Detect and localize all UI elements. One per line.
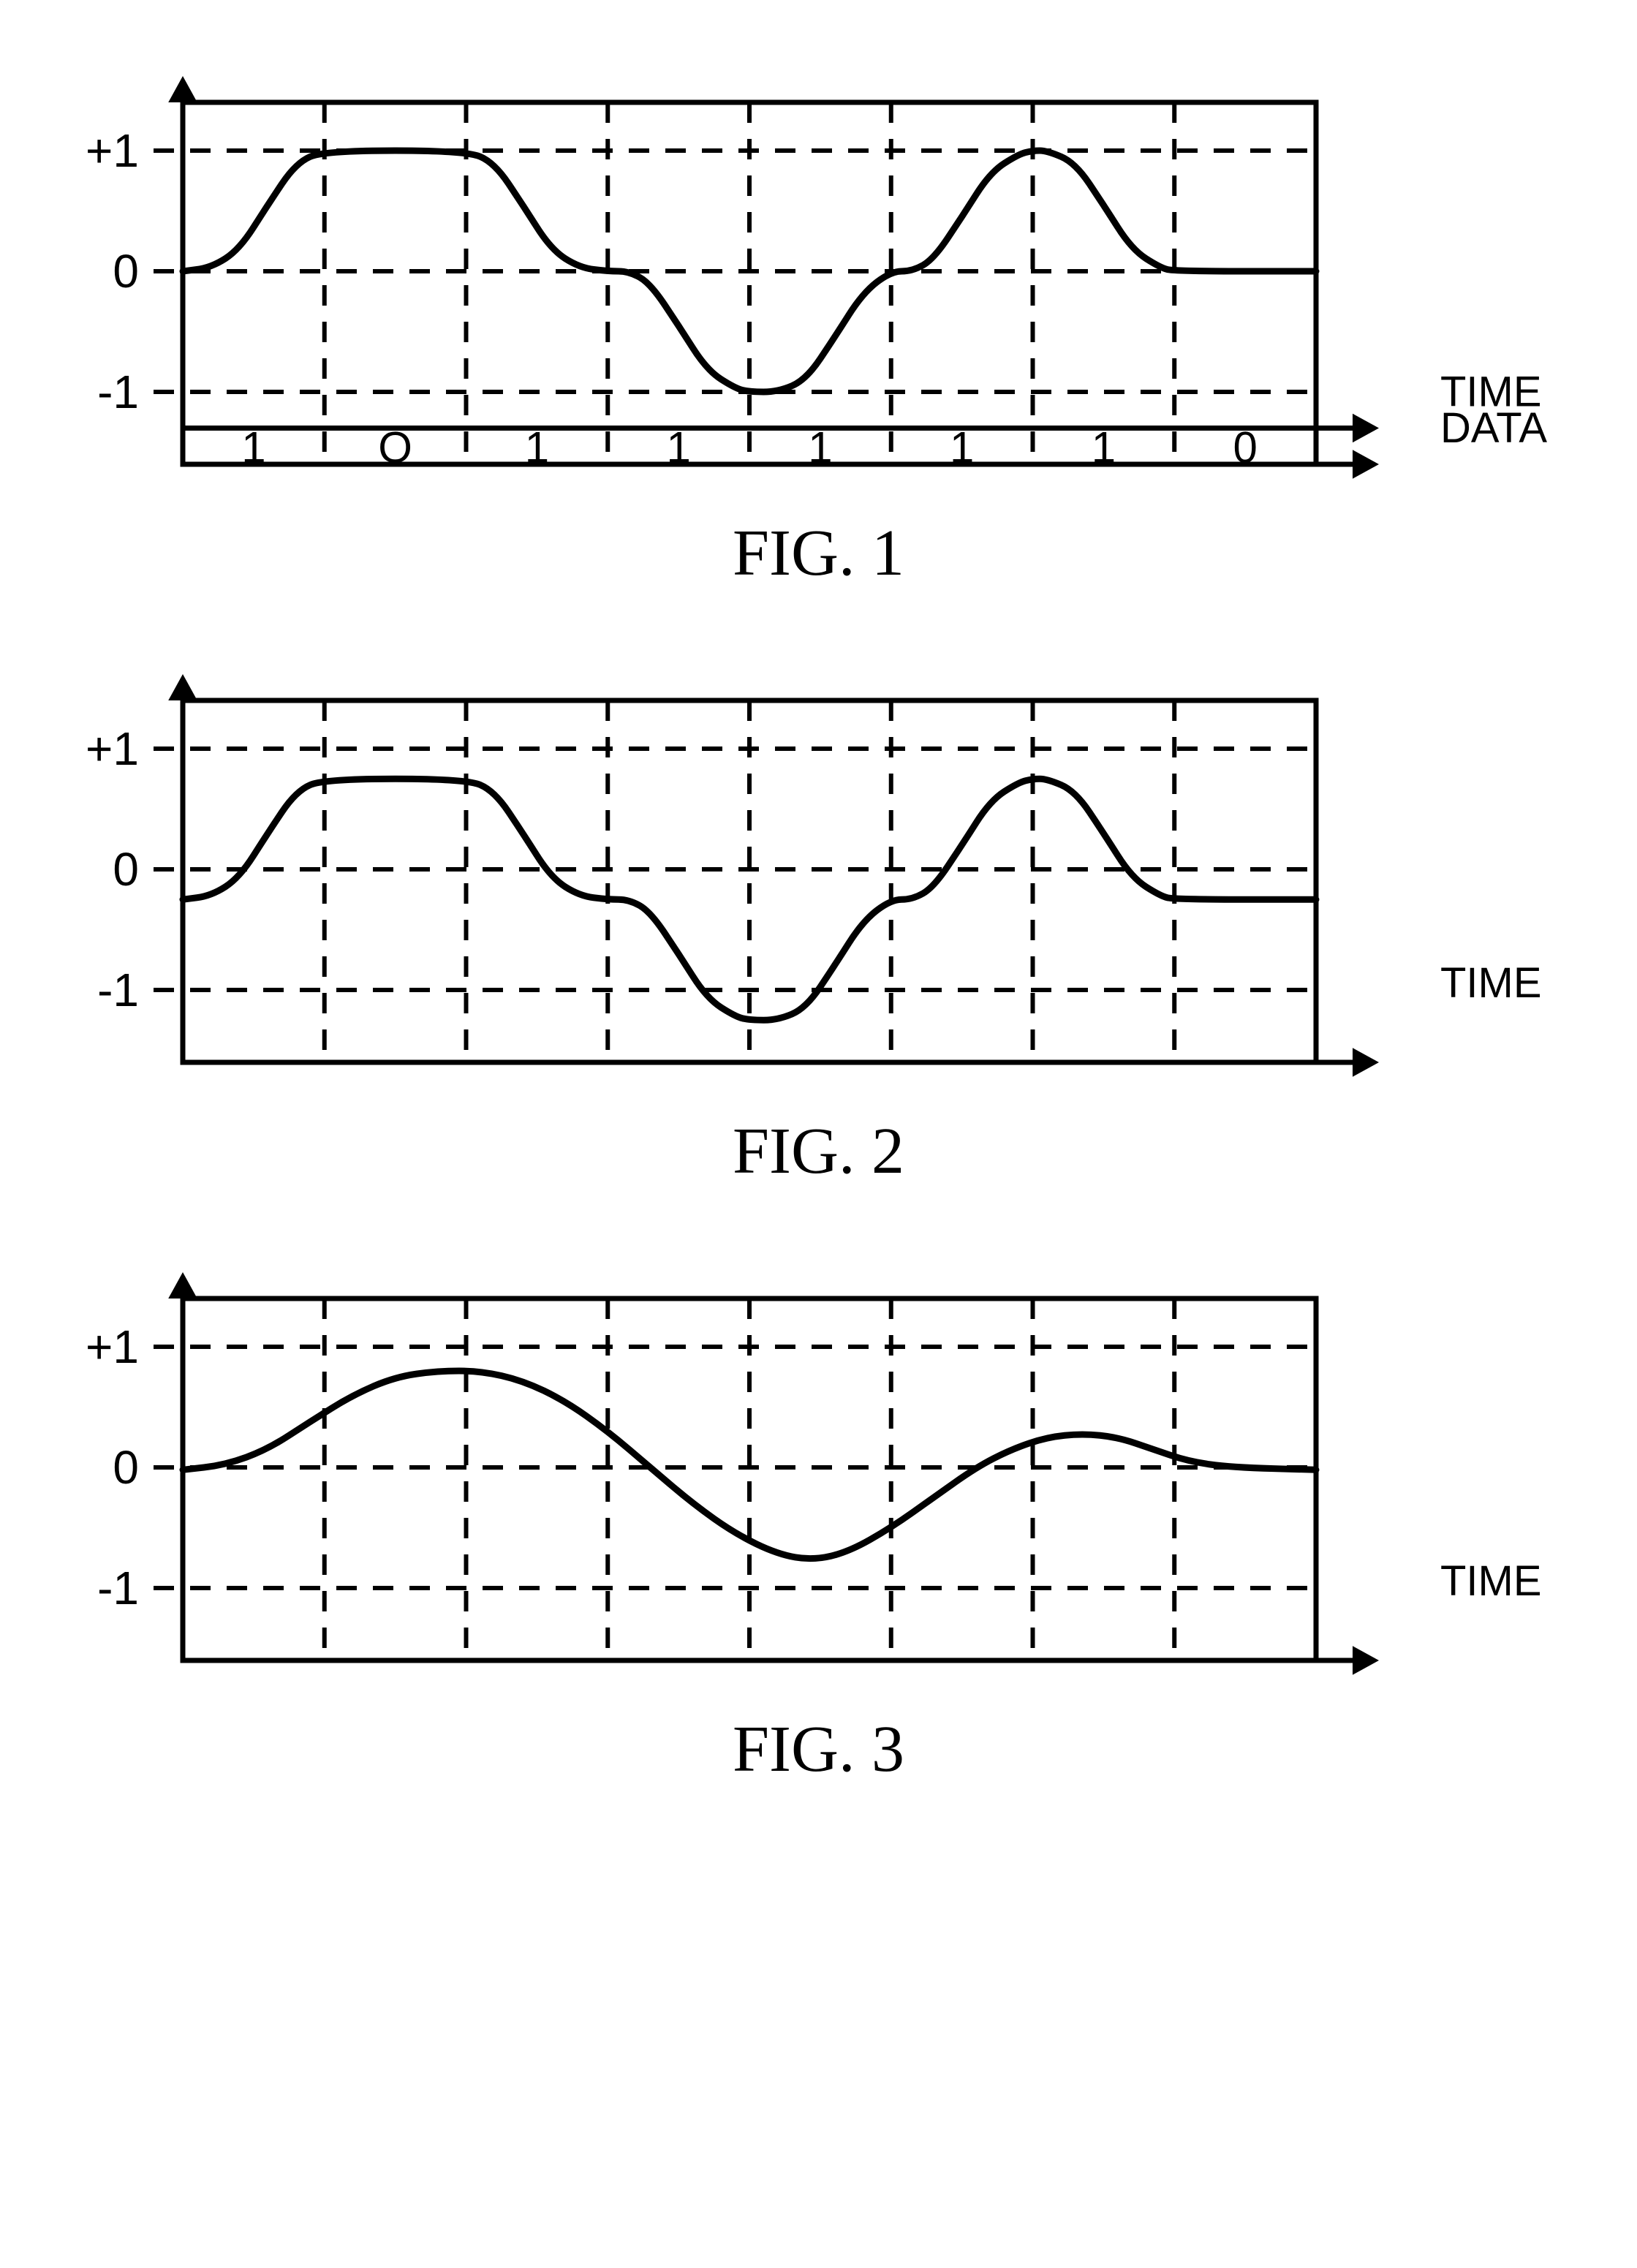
fig3-wrap: +1 0 -1 TIME FIG. 3 <box>51 1269 1587 1787</box>
y-tick-label: 0 <box>113 843 139 896</box>
arrowhead-up-icon <box>168 674 197 700</box>
data-bit: 1 <box>949 423 973 472</box>
data-bit: 0 <box>1233 423 1257 472</box>
y-tick-label: -1 <box>97 1562 139 1614</box>
y-tick-label: 0 <box>113 1441 139 1494</box>
data-bit: 1 <box>524 423 548 472</box>
fig3-svg: +1 0 -1 TIME <box>51 1269 1587 1690</box>
arrowhead-up-icon <box>168 1272 197 1299</box>
y-tick-label: +1 <box>86 124 139 177</box>
y-tick-label: 0 <box>113 245 139 298</box>
y-tick-label: +1 <box>86 722 139 775</box>
x-axis-label-time: TIME <box>1440 959 1542 1007</box>
fig2-caption: FIG. 2 <box>733 1114 904 1189</box>
x-axis-label-time: TIME <box>1440 1557 1542 1605</box>
fig1-svg: +10-1TIMEDATA1O111110 <box>51 73 1587 494</box>
data-bit: 1 <box>666 423 690 472</box>
fig1-wrap: +10-1TIMEDATA1O111110FIG. 1 <box>51 73 1587 591</box>
data-bit: 1 <box>1091 423 1115 472</box>
data-bit: O <box>378 423 412 472</box>
arrowhead-right-icon <box>1353 1646 1379 1675</box>
x-axis-label-data: DATA <box>1440 404 1547 452</box>
arrowhead-right-icon <box>1353 1048 1379 1077</box>
data-bit: 1 <box>808 423 832 472</box>
arrowhead-right-icon <box>1353 414 1379 443</box>
y-tick-label: -1 <box>97 366 139 418</box>
arrowhead-right-icon <box>1353 450 1379 479</box>
data-bit: 1 <box>241 423 265 472</box>
fig2-wrap: +1 0 -1 TIME FIG. 2 <box>51 671 1587 1189</box>
fig2-svg: +1 0 -1 TIME <box>51 671 1587 1092</box>
y-tick-label: -1 <box>97 964 139 1016</box>
fig3-caption: FIG. 3 <box>733 1712 904 1787</box>
y-tick-label: +1 <box>86 1320 139 1373</box>
arrowhead-up-icon <box>168 76 197 102</box>
fig1-caption: FIG. 1 <box>733 515 904 591</box>
